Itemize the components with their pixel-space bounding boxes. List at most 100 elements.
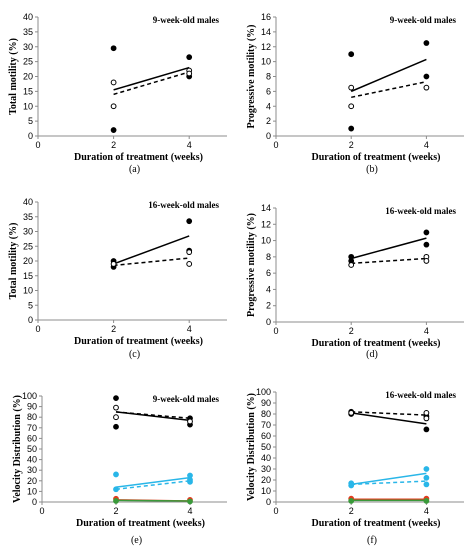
y-tick-label: 0 <box>266 317 271 327</box>
x-tick-label: 0 <box>35 324 40 334</box>
y-tick-label: 30 <box>261 464 271 474</box>
data-point <box>110 103 117 110</box>
series-line-3 <box>115 476 191 488</box>
y-tick-label: 35 <box>23 212 33 222</box>
series-line-1 <box>351 412 427 425</box>
data-point <box>113 486 119 493</box>
y-tick-label: 15 <box>23 86 33 96</box>
data-point <box>113 423 119 430</box>
y-tick-label: 80 <box>261 409 271 419</box>
x-tick-label: 2 <box>349 506 354 516</box>
y-tick-label: 14 <box>261 27 271 37</box>
series-line-2 <box>351 80 427 99</box>
x-tick-label: 4 <box>187 506 192 516</box>
data-point <box>423 84 430 91</box>
y-tick-label: 40 <box>261 453 271 463</box>
data-point <box>110 127 117 133</box>
y-tick-label: 20 <box>23 72 33 82</box>
x-tick-label: 0 <box>273 506 278 516</box>
data-point <box>110 45 117 52</box>
y-tick-label: 25 <box>23 241 33 251</box>
series-line-2 <box>351 257 427 265</box>
y-axis-label: Velocity Distribution (%) <box>12 395 23 503</box>
x-axis-label: Duration of treatment (weeks) <box>312 518 441 529</box>
y-tick-label: 15 <box>23 271 33 281</box>
y-tick-label: 50 <box>27 444 37 454</box>
y-tick-label: 4 <box>266 101 271 111</box>
series-line-2 <box>351 411 427 416</box>
series-line-2 <box>113 257 190 267</box>
data-point <box>110 261 117 267</box>
data-point <box>423 410 430 416</box>
y-tick-label: 30 <box>23 227 33 237</box>
y-tick-label: 60 <box>27 433 37 443</box>
y-tick-label: 5 <box>28 300 33 310</box>
data-point <box>113 471 119 478</box>
y-tick-label: 10 <box>23 101 33 111</box>
data-point <box>348 498 355 504</box>
x-axis-label: Duration of treatment (weeks) <box>74 336 203 347</box>
y-tick-label: 5 <box>28 116 33 126</box>
chart-panel-2: 0 2 4 6 8 10 12 14 16 0 2 4 9-week-old males Duration… <box>246 12 464 175</box>
y-tick-label: 100 <box>22 391 37 401</box>
x-tick-label: 4 <box>424 326 429 336</box>
y-tick-label: 6 <box>266 268 271 278</box>
y-tick-label: 0 <box>28 131 33 141</box>
data-point <box>186 249 193 256</box>
data-point <box>423 229 430 236</box>
series-line-1 <box>113 235 190 265</box>
y-tick-label: 8 <box>266 72 271 82</box>
data-point <box>113 395 119 402</box>
panel-caption: (f) <box>367 535 377 546</box>
data-point <box>423 258 430 264</box>
panel-caption: (c) <box>129 349 140 360</box>
y-tick-label: 4 <box>266 284 271 294</box>
data-point <box>423 40 430 46</box>
panel-caption: (e) <box>131 535 142 546</box>
x-axis-label: Duration of treatment (weeks) <box>312 338 441 349</box>
y-tick-label: 20 <box>27 476 37 486</box>
chart-panel-3: 0 5 10 15 20 25 30 35 40 0 2 4 16-week-old males Dura… <box>8 197 227 360</box>
data-point <box>187 498 193 505</box>
series-line-2 <box>115 411 191 420</box>
y-tick-label: 10 <box>27 486 37 496</box>
y-tick-label: 10 <box>261 57 271 67</box>
data-point <box>348 482 355 489</box>
data-point <box>186 70 193 77</box>
y-axis-label: Total motility (%) <box>8 38 19 115</box>
chart-panel-4: 0 2 4 6 8 10 12 14 0 2 4 16-week-old males Duration … <box>246 203 464 360</box>
x-tick-label: 2 <box>111 324 116 334</box>
y-tick-label: 60 <box>261 431 271 441</box>
y-tick-label: 50 <box>261 442 271 452</box>
y-tick-label: 12 <box>261 42 271 52</box>
data-point <box>348 84 355 91</box>
series-line-4 <box>115 480 191 491</box>
y-tick-label: 8 <box>266 252 271 262</box>
y-tick-label: 40 <box>23 12 33 22</box>
chart-title: 9-week-old males <box>153 394 220 404</box>
x-tick-label: 2 <box>349 326 354 336</box>
y-axis-label: Total motility (%) <box>8 223 19 300</box>
y-tick-label: 0 <box>266 131 271 141</box>
x-tick-label: 0 <box>273 140 278 150</box>
data-point <box>186 54 193 61</box>
data-point <box>113 498 119 504</box>
series-line-1 <box>115 411 191 422</box>
y-tick-label: 10 <box>23 286 33 296</box>
chart-title: 9-week-old males <box>153 15 220 25</box>
data-point <box>423 73 430 80</box>
y-tick-label: 40 <box>23 197 33 207</box>
y-tick-label: 30 <box>23 42 33 52</box>
data-point <box>187 478 193 485</box>
y-tick-label: 12 <box>261 219 271 229</box>
series-line-1 <box>351 237 427 260</box>
y-tick-label: 80 <box>27 412 37 422</box>
x-tick-label: 4 <box>187 140 192 150</box>
y-axis-label: Progressive motility (%) <box>246 24 257 128</box>
y-tick-label: 0 <box>32 497 37 507</box>
chart-panel-1: 0 5 10 15 20 25 30 35 40 0 2 4 9-week-old males Durat… <box>8 12 227 175</box>
y-tick-label: 0 <box>266 497 271 507</box>
x-tick-label: 4 <box>424 140 429 150</box>
